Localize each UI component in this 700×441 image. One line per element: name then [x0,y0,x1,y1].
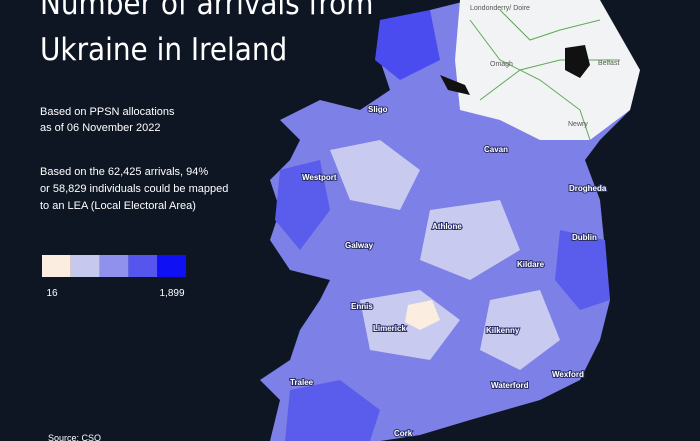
road [469,19,591,141]
source: Source: CSO [48,433,101,441]
town-label: Kilkenny [486,326,520,335]
town-label: Tralee [290,378,314,387]
northern-ireland [455,0,640,140]
region [555,230,610,310]
town-label: Belfast [598,60,619,67]
title-line: Number of arrivals from [40,0,373,22]
town-label: Wexford [552,370,584,379]
town-label: Ennis [351,302,373,311]
town-label: Cork [394,429,413,438]
region [330,140,420,210]
legend-label: 16 [46,288,58,299]
legend-label: 1,899 [159,288,184,299]
town-label: Drogheda [569,184,607,193]
town-label: Westport [302,173,337,182]
town-label: Omagh [490,61,513,68]
note-line: to an LEA (Local Electoral Area) [40,200,196,212]
town-label: Dublin [572,233,597,242]
town-label: Limerick [373,324,406,333]
lough-erne [440,75,470,95]
town-labels: Londonderry/ Doire Omagh Belfast Newry S… [289,5,619,439]
town-label: Newry [568,121,588,128]
road [479,59,620,101]
region [275,160,330,250]
region [375,10,440,80]
note-line: or 58,829 individuals could be mapped [40,183,228,195]
town-label: Athlone [432,222,462,231]
town-label: Galway [345,241,374,250]
note-line: as of 06 November 2022 [40,122,160,134]
town-label: Sligo [368,105,388,114]
town-label: Kildare [517,260,545,269]
note-line: Based on the 62,425 arrivals, 94% [40,166,208,178]
legend [42,255,186,277]
legend-swatch [42,255,71,277]
note-line: Based on PPSN allocations [40,106,175,118]
lough-neagh [565,45,590,78]
map [260,0,640,441]
legend-swatch [157,255,186,277]
legend-swatch [99,255,129,277]
road [499,9,601,41]
region [405,300,440,330]
region [285,380,380,441]
town-label: Cavan [484,145,508,154]
title-line: Ukraine in Ireland [40,32,287,68]
legend-swatch [128,255,158,277]
town-label: Waterford [491,381,529,390]
region [420,200,520,280]
region [480,290,560,370]
legend-swatch [70,255,100,277]
town-label: Londonderry/ Doire [470,5,530,12]
